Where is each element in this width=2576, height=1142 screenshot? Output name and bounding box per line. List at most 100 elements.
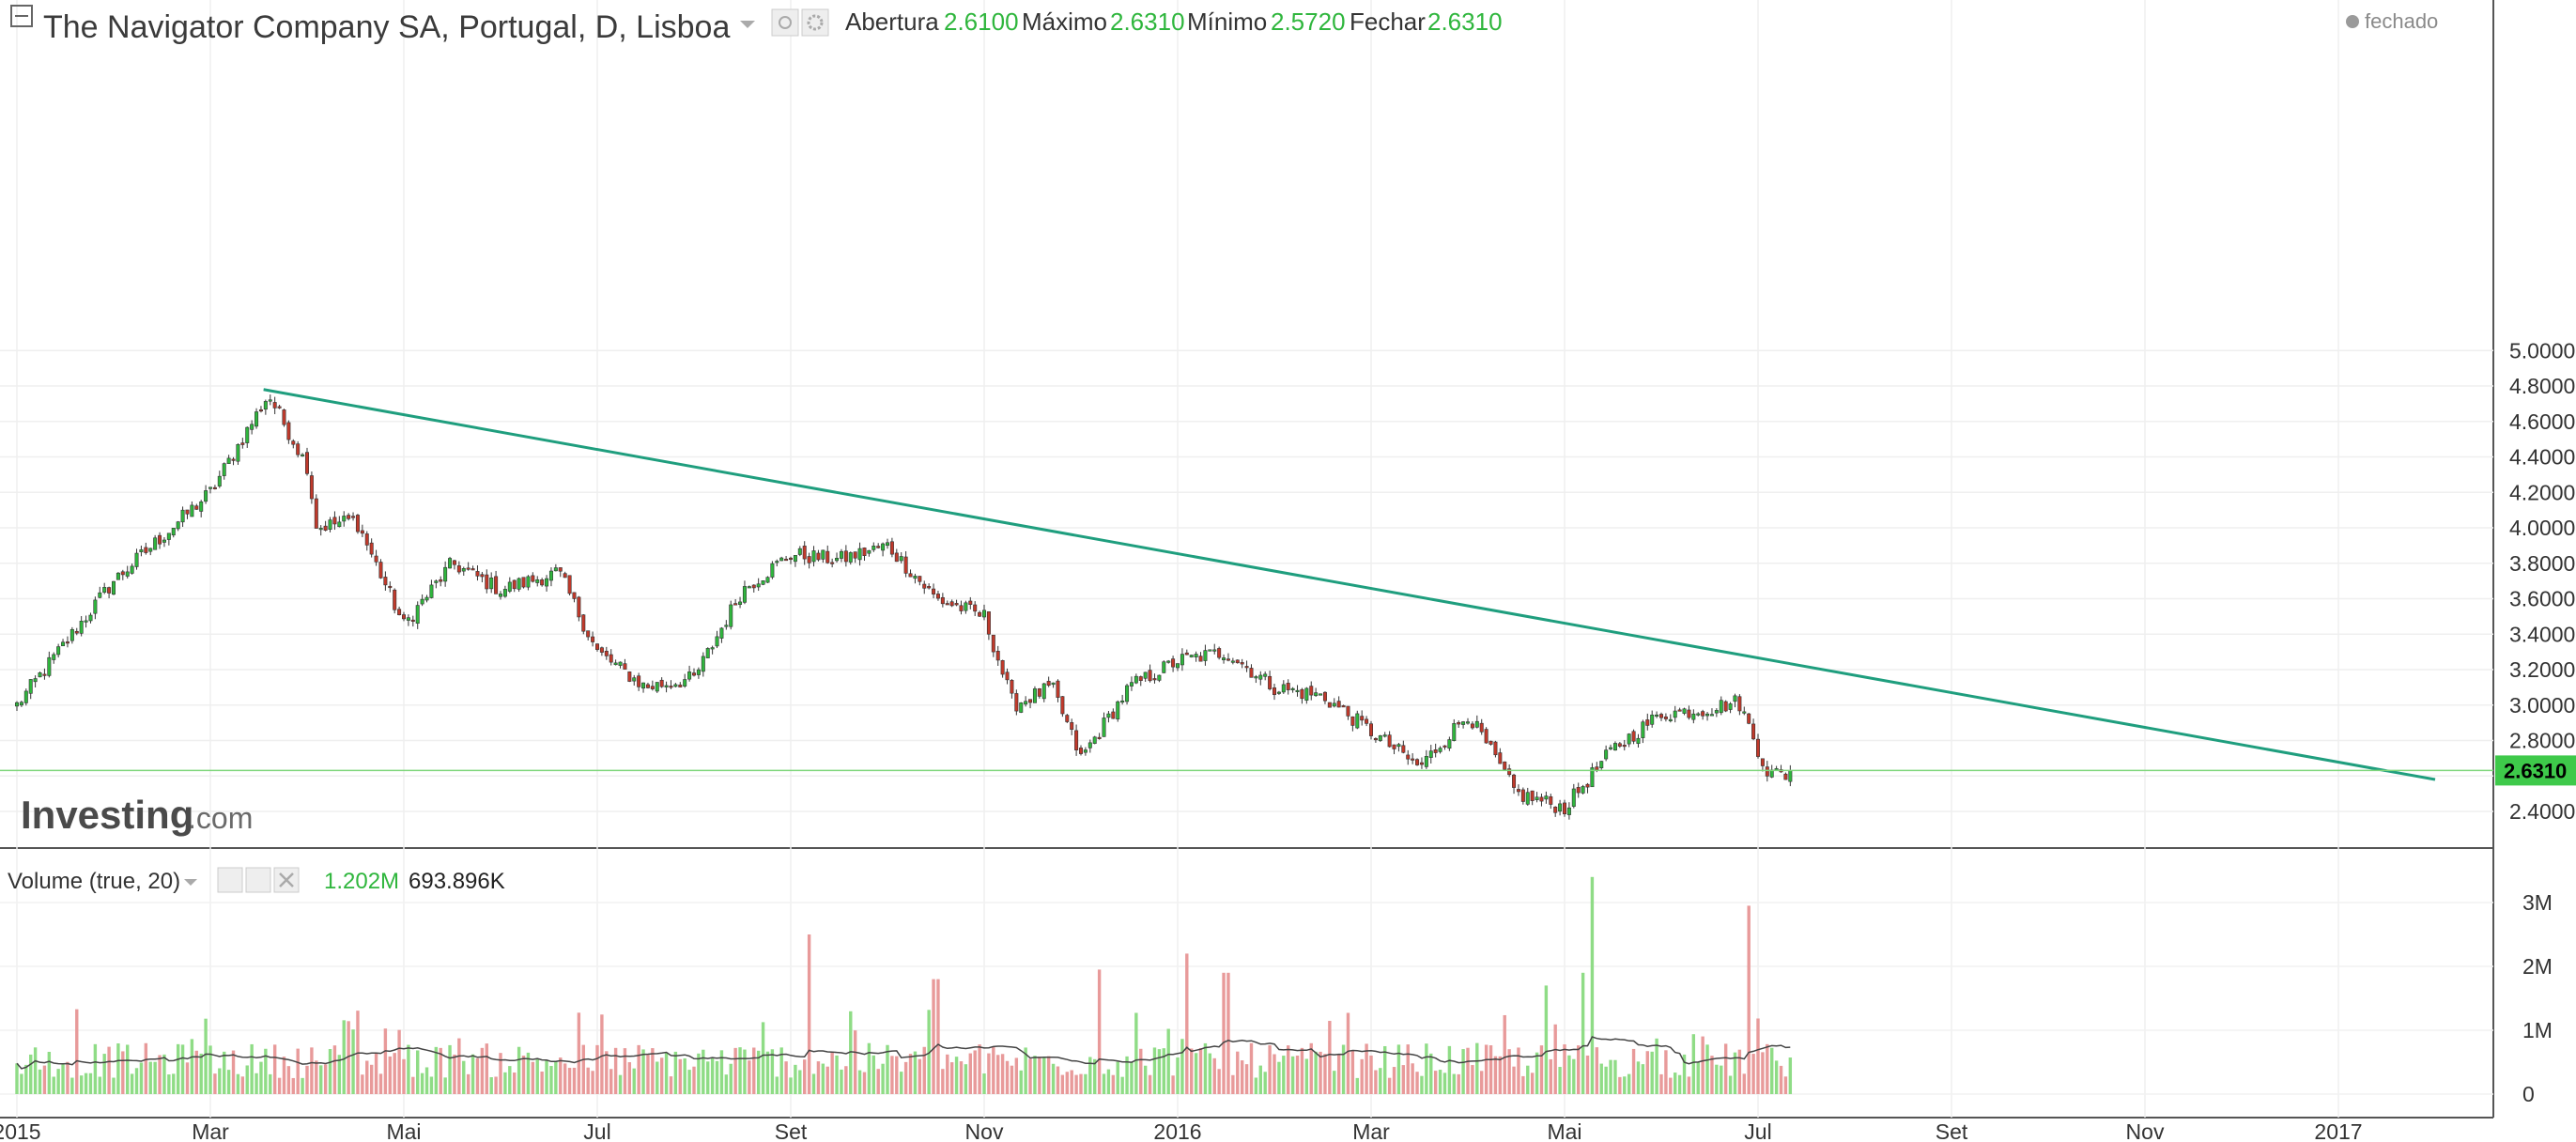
time-axis[interactable]: 2015 Mar Mai Jul Set Nov 2016 Mar Mai Jul Set Nov 20… [0,1119,2363,1142]
volume-bar [1379,1068,1382,1094]
eye-icon[interactable] [217,867,243,893]
candle-body [729,604,733,627]
volume-bar [1120,1076,1124,1094]
price-tick-label: 3.6000 [2509,587,2575,611]
chevron-down-icon[interactable] [740,21,755,28]
price-tick-label: 3.4000 [2509,622,2575,646]
volume-bar [33,1047,38,1094]
volume-bar [296,1048,300,1094]
candle-body [1074,730,1079,750]
collapse-toggle-icon[interactable] [10,5,33,27]
candle-body [659,679,664,687]
volume-bar [503,1072,507,1094]
volume-bar [531,1061,535,1094]
candle-body [217,475,222,486]
candle-body [1106,713,1111,718]
volume-bar [581,1044,585,1094]
volume-bar [56,1069,60,1094]
price-axis[interactable]: 5.0000 4.8000 4.6000 4.4000 4.2000 4.0000 3.80… [2509,338,2575,824]
volume-bar [605,1051,609,1094]
volume-sma-line [16,1036,1791,1070]
volume-bar [886,1044,889,1094]
candle-body [1065,715,1070,722]
volume-bar [1581,972,1585,1094]
candle-body [369,542,374,555]
candle-body [410,619,415,622]
candle-body [448,558,453,569]
volume-bar [319,1065,323,1094]
candle-body [166,532,171,540]
volume-bar [1623,1076,1627,1094]
volume-bar [1563,1044,1566,1094]
candle-body [978,611,982,617]
chevron-down-icon[interactable] [184,879,197,886]
candle-body [208,486,213,489]
svg-text:2.6310: 2.6310 [2504,759,2567,782]
gear-icon[interactable] [801,8,829,37]
candle-body [1129,682,1134,687]
volume-bar [1282,1056,1286,1094]
candle-body [784,559,789,562]
candle-body [1641,721,1645,738]
volume-bar [1544,985,1549,1094]
candle-body [1157,674,1162,681]
candle-body [599,647,604,653]
candle-body [65,641,69,644]
candle-body [318,528,323,531]
candle-body [918,576,922,582]
volume-bar [1677,1074,1682,1094]
candle-body [821,549,825,560]
gear-icon[interactable] [245,867,271,893]
volume-bar [840,1069,843,1094]
candle-body [1203,650,1208,661]
time-tick-label: Mai [386,1119,421,1142]
volume-bar [756,1050,761,1094]
volume-bar [378,1073,383,1094]
candle-body [848,552,853,563]
volume-bar [1447,1045,1452,1094]
close-icon[interactable] [273,867,300,893]
candle-body [526,576,531,588]
volume-bar [1222,972,1226,1094]
candle-body [1120,700,1125,703]
candle-body [314,498,318,529]
volume-bar [107,1046,111,1094]
candle-body [1194,654,1198,657]
candle-body [1617,743,1622,747]
volume-bar [1046,1056,1051,1094]
trendline[interactable] [263,388,2436,781]
volume-bar [1471,1065,1474,1094]
candle-body [655,682,659,692]
candle-body [825,550,830,563]
volume-bar [987,1053,991,1094]
volume-bar [1208,1053,1212,1094]
candle-body [1479,722,1484,733]
volume-bar [70,1077,74,1094]
candle-body [553,567,558,572]
volume-bar [876,1069,880,1094]
candle-body [47,656,52,676]
candle-body [364,533,369,546]
time-tick-label: Jul [583,1119,610,1142]
volume-bar [1572,1058,1576,1094]
volume-bar [697,1053,701,1094]
volume-bar [872,1055,875,1094]
candle-body [107,587,112,594]
candle-body [586,630,591,638]
volume-bar [748,1060,751,1094]
candle-body [738,601,743,605]
candle-body [577,596,581,618]
volume-bar [1273,1054,1276,1094]
candle-body [286,422,291,440]
volume-bar [706,1061,710,1094]
volume-bar [416,1050,420,1094]
volume-bar [1295,1056,1300,1094]
eye-icon[interactable] [771,8,799,37]
candle-body [406,617,410,621]
candle-body [1097,736,1102,739]
volume-bar [79,1075,84,1094]
volume-bar [383,1028,388,1094]
volume-bar [1079,1073,1083,1094]
volume-bar [374,1053,378,1094]
